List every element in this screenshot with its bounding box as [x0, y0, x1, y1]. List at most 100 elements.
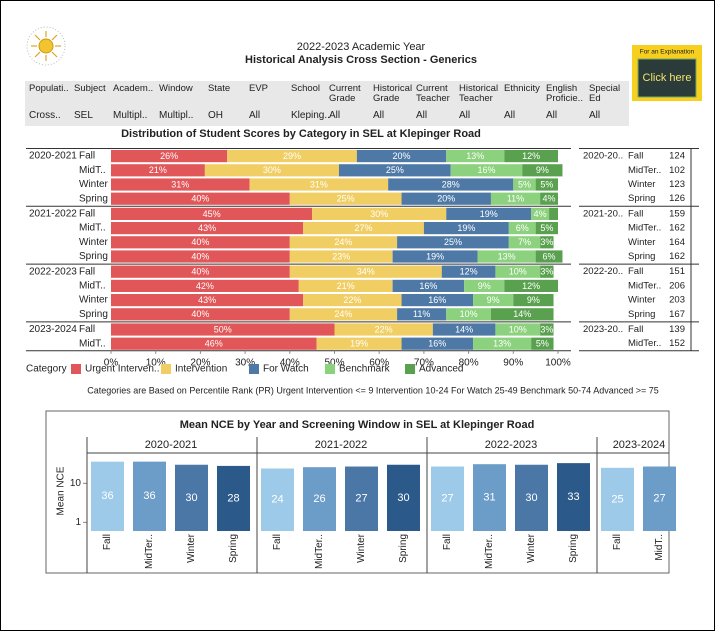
x-tick-label: 0% [104, 357, 119, 368]
bar [133, 461, 166, 531]
data-label: 9% [527, 295, 540, 305]
data-label: 5% [536, 339, 549, 349]
data-label: 7% [518, 237, 531, 247]
explanation-button[interactable]: For an Explanation Click here [632, 45, 702, 101]
filter[interactable]: State OH [208, 84, 252, 122]
bar-segment [289, 236, 398, 249]
filter[interactable]: Historical Teacher All [459, 84, 503, 122]
explanation-label: Click here [643, 72, 692, 84]
bar-segment [397, 236, 509, 249]
data-label: 9% [487, 295, 500, 305]
x-tick-label: MidTer.. [314, 534, 325, 569]
data-label: 6% [516, 223, 529, 233]
data-label: 40% [191, 194, 209, 204]
data-label: 10% [509, 324, 527, 334]
filter[interactable]: Window Multipl.. [159, 84, 203, 122]
table-window: Fall [628, 151, 643, 162]
filter-value: All [373, 110, 385, 121]
data-label: 25 [611, 493, 623, 505]
bar-segment [540, 236, 554, 249]
bar [175, 464, 208, 531]
bar-segment [450, 164, 523, 177]
data-label: 10% [509, 267, 527, 277]
filter[interactable]: Current Teacher All [416, 84, 460, 122]
bar-segment [334, 323, 433, 336]
bar [431, 466, 464, 531]
row-label: Spring [79, 193, 108, 204]
filter-label: English Proficie.. [546, 83, 583, 104]
filter-value: All [459, 110, 471, 121]
filter[interactable]: Academ.. Multipl.. [113, 84, 157, 122]
x-tick-label: 40% [280, 357, 300, 368]
bar-segment [303, 222, 424, 235]
filter[interactable]: English Proficie.. All [546, 83, 590, 122]
filter[interactable]: Ethnicity All [504, 83, 548, 122]
table-count: 167 [669, 309, 685, 320]
bar [387, 464, 420, 531]
filter[interactable]: EVP All [249, 84, 293, 122]
filter-label: Historical Grade [373, 83, 413, 104]
row-label: Spring [79, 309, 108, 320]
filter[interactable]: Subject SEL [74, 84, 118, 122]
table-count: 124 [669, 151, 685, 162]
filter-value: All [416, 110, 428, 121]
note: Categories are Based on Percentile Rank … [87, 385, 659, 395]
bar-segment [289, 250, 393, 263]
table-year: 2021-20.. [583, 208, 623, 219]
bar-segment [446, 150, 505, 163]
data-label: 34% [357, 267, 375, 277]
table-window: MidTer.. [628, 338, 661, 349]
bar-segment [401, 294, 474, 307]
x-tick-label: MidTer.. [484, 534, 495, 569]
logo [26, 26, 66, 66]
legend-label: Intervention [175, 364, 227, 375]
data-label: 21% [337, 281, 355, 291]
filter[interactable]: Populati.. Cross.. [29, 84, 73, 122]
filter-value: All [546, 110, 558, 121]
filter[interactable]: Special Ed All [589, 84, 633, 122]
row-label: Winter [79, 295, 109, 306]
data-label: 6% [543, 251, 556, 261]
bar-segment [508, 222, 536, 235]
table-count: 139 [669, 324, 685, 335]
data-label: 36 [101, 490, 113, 502]
x-tick-label: 10% [146, 357, 166, 368]
bar-segment [111, 192, 290, 205]
bar [345, 466, 378, 531]
filter[interactable]: Current Grade All [329, 83, 373, 122]
x-tick-label: MidT.. [654, 534, 665, 561]
bar-segment [446, 207, 532, 220]
panel-label: 2022-2023 [485, 439, 538, 451]
data-label: 20% [393, 151, 411, 161]
data-label: 31% [310, 179, 328, 189]
x-tick-label: 30% [235, 357, 255, 368]
filter-value: Multipl.. [113, 110, 148, 121]
data-label: 3% [540, 237, 553, 247]
filter[interactable]: Historical Grade All [373, 83, 417, 122]
filter[interactable]: School Kleping.. [291, 84, 335, 122]
table-window: Spring [628, 251, 655, 262]
bar [473, 464, 506, 531]
filter-bar: Populati.. Cross.. Subject SEL Academ.. Multi… [25, 81, 629, 126]
data-label: 9% [536, 165, 549, 175]
bar-segment [535, 250, 563, 263]
data-label: 25% [337, 194, 355, 204]
filter-label: Current Grade [329, 83, 361, 104]
chart-title: Distribution of Student Scores by Catego… [121, 128, 481, 140]
row-label: MidT.. [79, 338, 106, 349]
x-tick-label: Winter [186, 533, 197, 563]
filter-label: Ethnicity [504, 83, 540, 94]
bar-segment [111, 236, 290, 249]
data-label: 40% [191, 237, 209, 247]
filter-value: All [504, 110, 516, 121]
bar-segment [535, 222, 558, 235]
y-tick-label: 10 [70, 478, 82, 489]
bar-segment [111, 323, 335, 336]
bar-segment [495, 323, 541, 336]
data-label: 13% [493, 339, 511, 349]
x-tick-label: Spring [398, 534, 409, 563]
data-label: 3% [540, 267, 553, 277]
x-tick-label: 80% [459, 357, 479, 368]
bar-segment [473, 337, 532, 350]
bar-segment [356, 150, 447, 163]
